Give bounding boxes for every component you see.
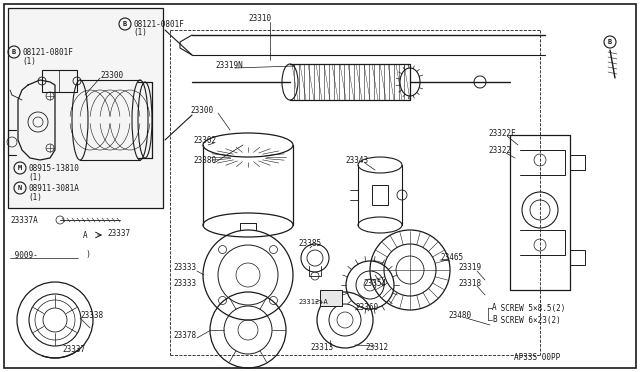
Text: 23343: 23343 [345, 155, 368, 164]
Text: 23312: 23312 [365, 343, 388, 353]
Text: 9009-: 9009- [10, 250, 38, 260]
Text: 23319N: 23319N [215, 61, 243, 70]
Text: 23322: 23322 [488, 145, 511, 154]
Text: SCREW 5×8.5(2): SCREW 5×8.5(2) [496, 304, 565, 312]
Text: A: A [492, 304, 497, 312]
Text: B: B [12, 49, 16, 55]
Text: (1): (1) [133, 28, 147, 36]
Text: 23312+A: 23312+A [298, 299, 328, 305]
Text: 23333: 23333 [173, 263, 196, 273]
Text: 23337A: 23337A [10, 215, 38, 224]
Text: 23300: 23300 [100, 71, 123, 80]
Bar [42, 70, 77, 92]
Text: 23378: 23378 [173, 330, 196, 340]
Text: 23465: 23465 [440, 253, 463, 263]
Text: 23337: 23337 [107, 228, 130, 237]
Text: 23318: 23318 [458, 279, 481, 288]
Text: 23360: 23360 [355, 304, 378, 312]
Text: 23313: 23313 [310, 343, 333, 353]
Text: B: B [492, 315, 497, 324]
Text: A: A [83, 231, 87, 240]
Text: (1): (1) [28, 192, 42, 202]
Text: ): ) [77, 250, 91, 260]
Text: 23302: 23302 [193, 135, 216, 144]
Text: (1): (1) [22, 57, 36, 65]
Text: 23338: 23338 [80, 311, 103, 320]
Text: 23333: 23333 [173, 279, 196, 288]
Text: 08121-0801F: 08121-0801F [22, 48, 73, 57]
Text: 23322E: 23322E [488, 128, 516, 138]
Text: (1): (1) [28, 173, 42, 182]
Text: M: M [18, 165, 22, 171]
Text: B: B [123, 21, 127, 27]
Text: 23380: 23380 [193, 155, 216, 164]
Text: 23354: 23354 [363, 279, 386, 288]
Text: 23300: 23300 [190, 106, 213, 115]
Bar [372, 185, 388, 205]
Bar [8, 8, 163, 208]
Text: 23337: 23337 [62, 346, 85, 355]
Text: 23480: 23480 [448, 311, 471, 320]
Text: AP33S 00PP: AP33S 00PP [514, 353, 560, 362]
Text: 23319: 23319 [458, 263, 481, 273]
Text: B: B [608, 39, 612, 45]
Text: 08121-0801F: 08121-0801F [133, 19, 184, 29]
Text: SCREW 6×23(2): SCREW 6×23(2) [496, 315, 561, 324]
Text: 08911-3081A: 08911-3081A [28, 183, 79, 192]
Text: 08915-13810: 08915-13810 [28, 164, 79, 173]
Text: 23385: 23385 [298, 238, 321, 247]
Text: N: N [18, 185, 22, 191]
Bar [320, 290, 342, 306]
Text: 23310: 23310 [248, 13, 271, 22]
